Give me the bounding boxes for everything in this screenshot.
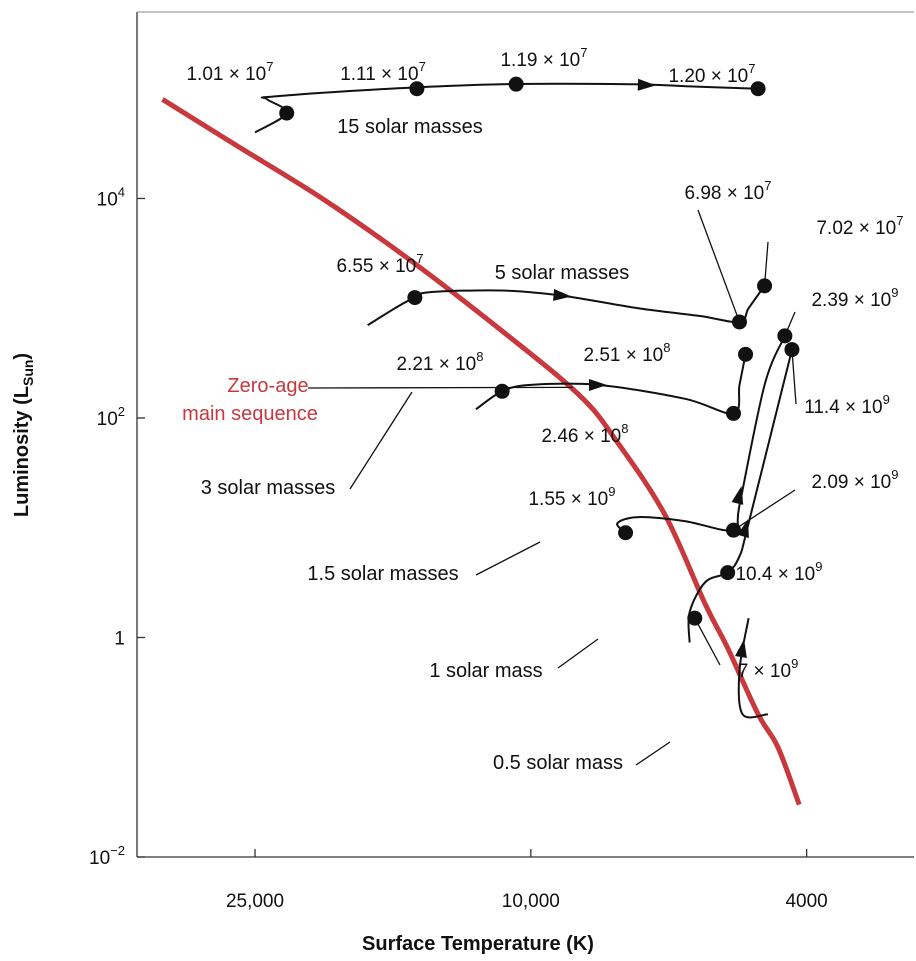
x-tick-label: 25,000 [226, 891, 284, 912]
y-tick-label: 10−2 [89, 843, 125, 869]
direction-arrow [731, 485, 744, 505]
x-tick-label: 4000 [785, 891, 827, 912]
age-dot [508, 76, 524, 92]
zams-label: main sequence [182, 403, 318, 425]
track-name: 15 solar masses [337, 116, 483, 138]
age-leader [784, 311, 796, 337]
track-name: 1.5 solar masses [307, 563, 458, 585]
y-axis-title-subscript: Sun [20, 360, 36, 386]
age-dot [409, 81, 425, 97]
age-leader [694, 617, 721, 666]
track-leader [349, 391, 413, 490]
y-tick-label: 1 [114, 628, 125, 649]
direction-arrow [588, 378, 607, 391]
axes [136, 11, 914, 858]
zams-leader [307, 386, 573, 389]
track-name: 0.5 solar mass [493, 752, 623, 774]
zams-line [161, 97, 802, 806]
track-line [254, 82, 759, 134]
age-label: 1.55 × 109 [528, 484, 615, 510]
x-ticks: 25,000 10,000 4000 [226, 849, 828, 912]
age-label: 1.20 × 107 [668, 61, 755, 87]
age-dot [279, 105, 295, 121]
track-name: 5 solar masses [495, 262, 630, 284]
y-tick-label: 104 [97, 184, 125, 210]
age-label: 10.4 × 109 [735, 559, 822, 585]
age-label: 2.09 × 109 [811, 467, 898, 493]
zams-layer: Zero-age main sequence [161, 97, 802, 806]
direction-arrow [737, 519, 749, 539]
age-dot [738, 346, 754, 362]
age-label: 1.19 × 107 [500, 45, 587, 71]
age-label: 7 × 109 [738, 656, 799, 682]
age-label: 7.02 × 107 [816, 213, 903, 239]
age-dot [407, 290, 423, 306]
age-label: 2.39 × 109 [811, 285, 898, 311]
age-label: 11.4 × 109 [804, 392, 890, 418]
age-label: 2.21 × 108 [396, 349, 483, 375]
track-leader [557, 638, 599, 669]
track-name: 1 solar mass [429, 660, 542, 682]
direction-arrow [735, 639, 747, 659]
age-dot [494, 383, 510, 399]
track-line [616, 335, 786, 534]
direction-arrow [637, 78, 656, 91]
zams-label: Zero-age [227, 375, 308, 397]
track-name: 3 solar masses [201, 477, 336, 499]
age-dot [726, 405, 742, 421]
age-label: 6.98 × 107 [684, 178, 771, 204]
age-leader [791, 349, 797, 405]
track-line [367, 285, 766, 327]
age-leader [763, 241, 769, 286]
age-leader [723, 572, 729, 577]
age-label: 1.01 × 107 [186, 59, 273, 85]
age-label: 2.51 × 108 [583, 340, 670, 366]
y-tick-label: 102 [97, 404, 125, 430]
labels-layer: 1.01 × 107 1.11 × 107 1.19 × 107 1.20 × 107… [186, 45, 903, 774]
x-tick-label: 10,000 [502, 891, 560, 912]
age-leader [733, 489, 796, 531]
y-axis-title: Luminosity (LSun) [11, 353, 36, 517]
age-label: 1.11 × 107 [340, 59, 426, 85]
y-ticks: 10−2 1 102 104 [89, 184, 145, 869]
age-label: 2.46 × 108 [541, 421, 628, 447]
direction-arrow [553, 288, 572, 301]
tracks-layer [254, 76, 800, 719]
x-axis-title: Surface Temperature (K) [362, 933, 594, 955]
track-leader [475, 541, 541, 576]
age-dot [750, 81, 766, 97]
age-dot [618, 525, 634, 541]
track-leader [635, 741, 671, 766]
age-leader [697, 209, 741, 323]
age-label: 6.55 × 107 [336, 251, 423, 277]
